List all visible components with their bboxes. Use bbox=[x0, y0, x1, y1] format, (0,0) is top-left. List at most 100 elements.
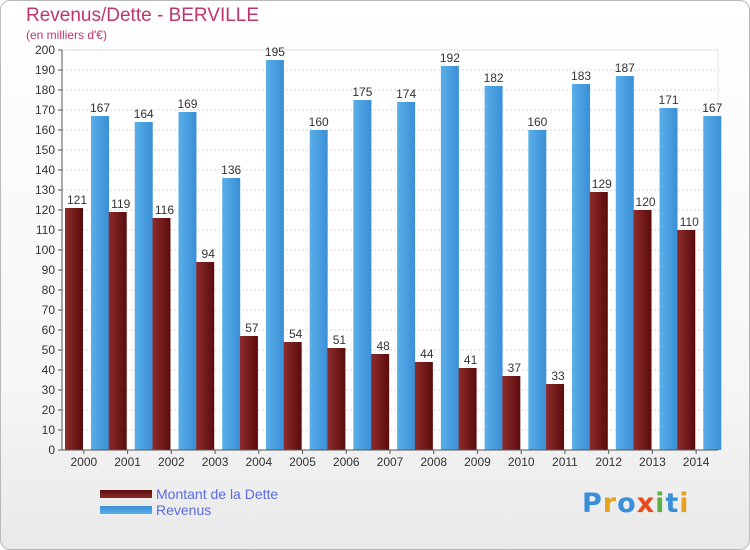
bar-revenus-2009 bbox=[484, 86, 503, 450]
bar-dette-2011 bbox=[546, 384, 565, 450]
bar-dette-2014 bbox=[677, 230, 696, 450]
data-label-revenus-2002: 169 bbox=[177, 97, 197, 111]
logo-letter: t bbox=[665, 488, 680, 519]
data-label-revenus-2003: 136 bbox=[221, 163, 241, 177]
bar-dette-2013 bbox=[633, 210, 652, 450]
y-tick-label: 50 bbox=[42, 343, 56, 357]
data-label-dette-2001: 119 bbox=[111, 197, 130, 211]
y-tick-label: 20 bbox=[42, 403, 56, 417]
data-label-dette-2011: 33 bbox=[551, 369, 565, 383]
bar-dette-2010 bbox=[502, 376, 521, 450]
x-tick-label-2012: 2012 bbox=[595, 455, 622, 469]
bar-dette-2000 bbox=[65, 208, 83, 450]
legend-swatch-revenus bbox=[100, 506, 152, 514]
data-label-dette-2013: 120 bbox=[636, 195, 656, 209]
chart-title: Revenus/Dette - BERVILLE bbox=[26, 5, 260, 26]
x-tick-label-2003: 2003 bbox=[202, 455, 229, 469]
y-tick-label: 30 bbox=[42, 383, 56, 397]
proxiti-logo: Proxiti bbox=[582, 488, 690, 519]
legend-swatch-dette bbox=[100, 490, 152, 498]
bar-revenus-2006 bbox=[353, 100, 372, 450]
data-label-dette-2006: 51 bbox=[333, 333, 347, 347]
bar-revenus-2001 bbox=[134, 122, 153, 450]
data-label-dette-2008: 44 bbox=[420, 347, 434, 361]
data-label-revenus-2012: 187 bbox=[615, 61, 635, 75]
data-label-revenus-2011: 183 bbox=[571, 69, 591, 83]
y-tick-label: 200 bbox=[35, 43, 55, 57]
x-tick-label-2007: 2007 bbox=[377, 455, 404, 469]
x-tick-label-2011: 2011 bbox=[552, 455, 578, 469]
bar-dette-2003 bbox=[196, 262, 215, 450]
data-label-revenus-2014: 167 bbox=[702, 101, 722, 115]
x-tick-label-2002: 2002 bbox=[158, 455, 185, 469]
data-label-dette-2003: 94 bbox=[202, 247, 216, 261]
data-label-revenus-2009: 182 bbox=[484, 71, 504, 85]
bar-dette-2009 bbox=[458, 368, 477, 450]
bar-revenus-2000 bbox=[91, 116, 109, 450]
y-tick-label: 70 bbox=[42, 303, 56, 317]
data-label-revenus-2000: 167 bbox=[90, 101, 110, 115]
data-label-revenus-2001: 164 bbox=[134, 107, 154, 121]
y-tick-label: 130 bbox=[35, 183, 55, 197]
bar-revenus-2011 bbox=[572, 84, 591, 450]
y-tick-label: 10 bbox=[42, 423, 56, 437]
legend-label-dette: Montant de la Dette bbox=[156, 486, 279, 502]
logo-letter: o bbox=[617, 488, 637, 519]
bar-revenus-2010 bbox=[528, 130, 547, 450]
data-label-dette-2009: 41 bbox=[464, 353, 478, 367]
legend-item-revenus: Revenus bbox=[100, 502, 278, 518]
bar-dette-2012 bbox=[589, 192, 608, 450]
x-tick-label-2004: 2004 bbox=[245, 455, 272, 469]
data-label-revenus-2013: 171 bbox=[659, 93, 679, 107]
logo-letter: r bbox=[602, 488, 618, 519]
y-tick-label: 190 bbox=[35, 63, 55, 77]
bar-revenus-2003 bbox=[222, 178, 241, 450]
x-tick-label-2001: 2001 bbox=[114, 455, 141, 469]
data-label-dette-2000: 121 bbox=[67, 193, 87, 207]
y-tick-label: 60 bbox=[42, 323, 56, 337]
bar-dette-2008 bbox=[414, 362, 433, 450]
y-tick-label: 80 bbox=[42, 283, 56, 297]
data-label-dette-2005: 54 bbox=[289, 327, 303, 341]
logo-letter: P bbox=[582, 488, 603, 519]
x-tick-label-2013: 2013 bbox=[639, 455, 666, 469]
bar-revenus-2002 bbox=[178, 112, 197, 450]
x-tick-label-2009: 2009 bbox=[464, 455, 491, 469]
y-tick-label: 160 bbox=[35, 123, 55, 137]
x-tick-label-2005: 2005 bbox=[289, 455, 316, 469]
bar-dette-2007 bbox=[371, 354, 390, 450]
x-tick-label-2000: 2000 bbox=[71, 455, 98, 469]
bar-dette-2004 bbox=[239, 336, 258, 450]
data-label-dette-2004: 57 bbox=[245, 321, 259, 335]
y-tick-label: 170 bbox=[35, 103, 55, 117]
data-label-dette-2014: 110 bbox=[680, 215, 699, 229]
logo-letter: i bbox=[679, 488, 690, 519]
y-tick-label: 90 bbox=[42, 263, 56, 277]
data-label-revenus-2007: 174 bbox=[396, 87, 416, 101]
data-label-revenus-2005: 160 bbox=[309, 115, 329, 129]
data-label-revenus-2008: 192 bbox=[440, 51, 460, 65]
y-tick-label: 150 bbox=[35, 143, 55, 157]
data-label-revenus-2010: 160 bbox=[527, 115, 547, 129]
bar-dette-2005 bbox=[283, 342, 302, 450]
x-tick-label-2014: 2014 bbox=[683, 455, 710, 469]
logo-letter: i bbox=[655, 488, 666, 519]
data-label-dette-2012: 129 bbox=[592, 177, 612, 191]
legend-item-dette: Montant de la Dette bbox=[100, 486, 278, 502]
y-tick-label: 140 bbox=[35, 163, 55, 177]
logo-letter: x bbox=[636, 488, 656, 519]
bar-revenus-2005 bbox=[309, 130, 328, 450]
data-label-revenus-2006: 175 bbox=[352, 85, 372, 99]
bar-revenus-2014 bbox=[703, 116, 722, 450]
data-label-revenus-2004: 195 bbox=[265, 45, 285, 59]
x-tick-label-2010: 2010 bbox=[508, 455, 535, 469]
bar-revenus-2004 bbox=[265, 60, 284, 450]
y-tick-label: 40 bbox=[42, 363, 56, 377]
chart-subtitle: (en milliers d'€) bbox=[26, 28, 107, 42]
bar-revenus-2007 bbox=[397, 102, 416, 450]
bar-revenus-2008 bbox=[440, 66, 459, 450]
data-label-dette-2010: 37 bbox=[508, 361, 522, 375]
y-tick-label: 180 bbox=[35, 83, 55, 97]
legend-label-revenus: Revenus bbox=[156, 502, 212, 518]
